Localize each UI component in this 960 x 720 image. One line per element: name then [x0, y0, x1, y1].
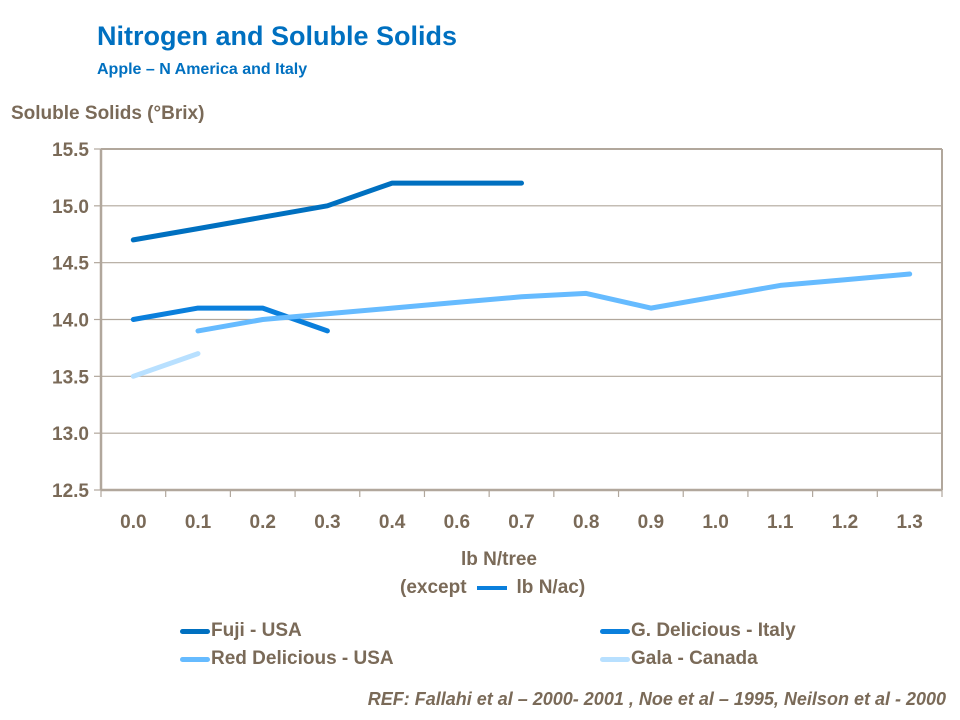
- x-tick-label: 0.9: [638, 512, 664, 533]
- legend-swatch-icon: [180, 628, 210, 634]
- x-axis-label: lb N/tree: [460, 549, 538, 570]
- series-line-g-delicious-italy: [130, 305, 330, 334]
- y-axis-label: Soluble Solids (°Brix): [11, 103, 205, 124]
- legend-item-g-delicious: G. Delicious - Italy: [600, 620, 796, 642]
- legend-item-fuji: Fuji - USA: [180, 620, 302, 642]
- x-tick-label: 0.8: [573, 512, 599, 533]
- x-tick-label: 1.0: [702, 512, 728, 533]
- legend-item-red-delicious: Red Delicious - USA: [180, 648, 394, 670]
- series-line-red-delicious-usa: [195, 271, 913, 334]
- x-tick-label: 1.1: [767, 512, 794, 533]
- legend-label: G. Delicious - Italy: [631, 620, 796, 641]
- legend-label: Red Delicious - USA: [211, 648, 394, 669]
- x-tick-label: 0.4: [379, 512, 406, 533]
- legend-swatch-icon: [600, 656, 630, 662]
- x-tick-label: 0.0: [120, 512, 146, 533]
- y-tick-label: 14.0: [52, 311, 89, 332]
- chart-subtitle: Apple – N America and Italy: [97, 61, 308, 78]
- gridlines: [101, 205, 942, 434]
- legend-swatch-icon: [600, 628, 630, 634]
- series-lines: [130, 180, 913, 379]
- x-tick-label: 0.6: [444, 512, 470, 533]
- y-tick-label: 14.5: [52, 254, 89, 275]
- x-axis-note-suffix: lb N/ac): [516, 577, 586, 598]
- series-line-gala-canada: [130, 351, 201, 379]
- reference-note: REF: Fallahi et al – 2000- 2001 , Noe et…: [367, 689, 946, 709]
- x-axis-note-prefix: (except: [400, 577, 467, 598]
- x-tick-labels: 0.0 0.1 0.2 0.3 0.4 0.6 0.7 0.8 0.9 1.0 1.1 1.2 1.3: [120, 512, 923, 533]
- x-tick-label: 0.2: [250, 512, 276, 533]
- y-tick-labels: 12.5 13.0 13.5 14.0 14.5 15.0 15.5: [52, 140, 89, 502]
- legend-label: Gala - Canada: [631, 648, 758, 669]
- y-tick-label: 12.5: [52, 481, 89, 502]
- axes: [94, 148, 943, 497]
- legend-item-gala: Gala - Canada: [600, 648, 758, 670]
- x-tick-label: 0.7: [508, 512, 534, 533]
- y-tick-label: 15.0: [52, 197, 89, 218]
- g-delicious-line-swatch-icon: [476, 586, 507, 590]
- legend-label: Fuji - USA: [211, 620, 302, 641]
- legend-swatch-icon: [180, 656, 210, 662]
- series-line-fuji-usa: [130, 180, 524, 243]
- x-tick-label: 0.3: [314, 512, 340, 533]
- x-tick-label: 1.3: [896, 512, 922, 533]
- x-axis-note: (except lb N/ac): [400, 577, 585, 599]
- y-tick-label: 13.0: [52, 424, 89, 445]
- y-tick-label: 13.5: [52, 367, 89, 388]
- x-tick-label: 0.1: [185, 512, 212, 533]
- x-tick-label: 1.2: [832, 512, 858, 533]
- chart-title: Nitrogen and Soluble Solids: [97, 21, 458, 51]
- y-tick-label: 15.5: [52, 140, 89, 161]
